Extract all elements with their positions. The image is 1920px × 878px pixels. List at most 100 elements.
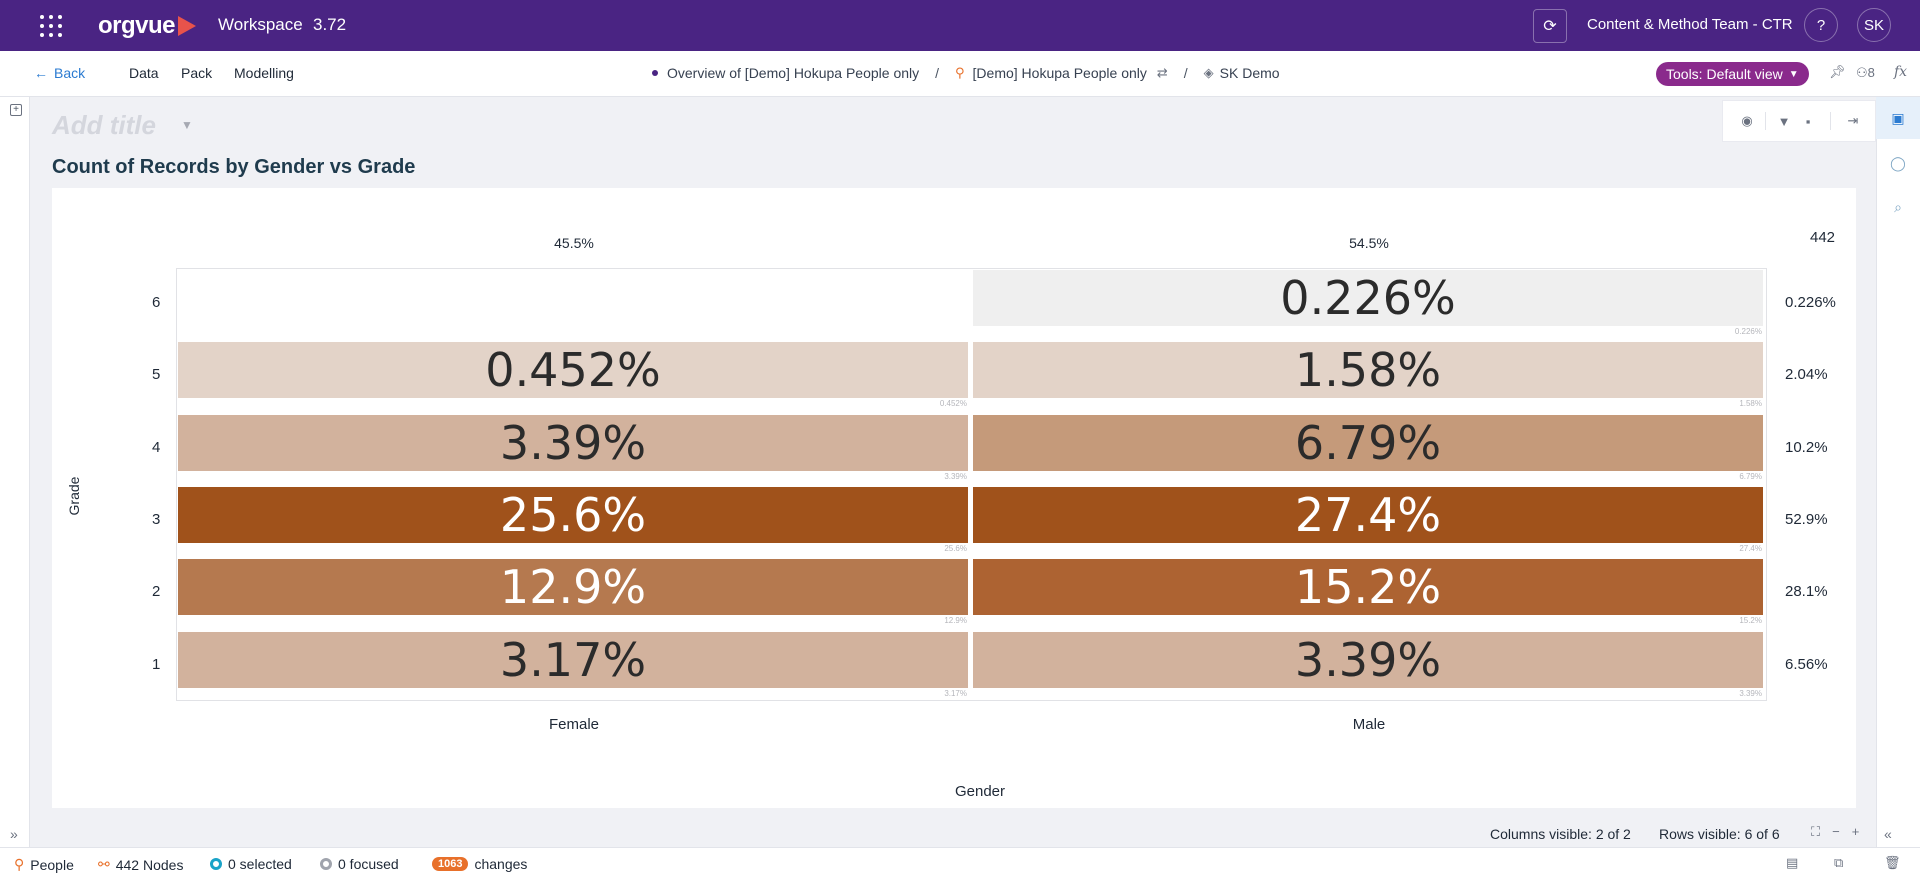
row-total-grade-4: 10.2% — [1785, 438, 1828, 456]
users-icon: ⚇ — [1856, 65, 1868, 80]
app-name: Workspace — [218, 15, 303, 34]
view-dot-icon — [652, 70, 658, 76]
breadcrumb-workspace[interactable]: SK Demo — [1219, 65, 1280, 81]
users-count[interactable]: ⚇8 — [1856, 65, 1875, 81]
new-item-icon[interactable]: ▤ — [1786, 855, 1799, 870]
help-button[interactable]: ? — [1804, 8, 1838, 42]
delete-icon[interactable]: 🗑︎ — [1884, 855, 1901, 870]
export-icon[interactable]: ⇥ — [1847, 113, 1859, 128]
row-total-grade-5: 2.04% — [1785, 366, 1828, 384]
column-total-female: 45.5% — [554, 235, 594, 251]
chevron-down-icon[interactable]: ▼ — [181, 118, 193, 132]
right-rail — [1876, 97, 1920, 847]
team-name[interactable]: Content & Method Team - CTR — [1587, 16, 1793, 33]
heatmap-cell[interactable]: 3.39% — [973, 631, 1763, 688]
row-total-grade-1: 6.56% — [1785, 655, 1828, 673]
focused-ring-icon — [320, 858, 332, 870]
row-total-grade-3: 52.9% — [1785, 510, 1828, 528]
fit-screen-icon[interactable]: ⛶ — [1811, 824, 1821, 839]
selected-ring-icon — [210, 858, 222, 870]
heatmap-cell[interactable]: 1.58% — [973, 342, 1763, 399]
switch-icon[interactable]: ⇄ — [1156, 65, 1168, 80]
heatmap-cell[interactable]: 6.79% — [973, 414, 1763, 471]
left-rail — [0, 97, 30, 847]
back-button[interactable]: ← Back — [34, 65, 85, 81]
cell-value-small: 0.452% — [939, 399, 967, 409]
back-label: Back — [54, 65, 86, 81]
x-axis-label: Gender — [954, 783, 1006, 800]
menu-pack[interactable]: Pack — [181, 65, 213, 81]
add-title-input[interactable]: Add title — [52, 110, 156, 140]
expand-left-icon[interactable]: » — [10, 826, 18, 842]
pin-icon[interactable]: 📌︎ — [1829, 64, 1846, 79]
heatmap-cell[interactable]: 0.226% — [973, 270, 1763, 326]
nodes-icon: ⚯ — [98, 856, 110, 872]
sub-navigation: ← Back Data Pack Modelling Overview of [… — [0, 51, 1920, 97]
row-total-grade-6: 0.226% — [1785, 294, 1836, 311]
breadcrumb: Overview of [Demo] Hokupa People only / … — [652, 65, 1280, 81]
app-version: 3.72 — [313, 15, 347, 34]
heatmap-cell[interactable]: 3.17% — [178, 631, 968, 688]
tools-dropdown[interactable]: Tools: Default view ▼ — [1656, 62, 1809, 86]
filter-icon[interactable]: ▼ — [1777, 113, 1791, 129]
zoom-out-icon[interactable]: − — [1832, 824, 1840, 839]
duplicate-icon[interactable]: ⧉ — [1834, 855, 1844, 870]
zoom-controls: ⛶ − + — [1811, 824, 1859, 840]
users-count-value: 8 — [1867, 65, 1875, 80]
chart-heading: Count of Records by Gender vs Grade — [52, 156, 416, 178]
column-label-female: Female — [548, 716, 600, 733]
tools-label: Tools: Default view — [1666, 66, 1783, 82]
search-icon: ⌕ — [1894, 198, 1902, 215]
menu-modelling[interactable]: Modelling — [234, 65, 294, 81]
cell-value-small: 12.9% — [944, 616, 967, 626]
y-axis-label: Grade — [66, 476, 82, 516]
cell-value-small: 3.39% — [1739, 688, 1762, 698]
cell-value-small: 25.6% — [944, 543, 967, 553]
search-tab[interactable]: ⌕ — [1887, 196, 1909, 218]
selected-item[interactable]: 0 selected — [210, 856, 292, 872]
chart-icon: ▣ — [1891, 109, 1905, 126]
person-icon: ⚲ — [955, 65, 965, 80]
app-launcher-icon[interactable] — [40, 15, 62, 37]
heatmap-cell[interactable]: 15.2% — [973, 559, 1763, 616]
cell-value-small: 0.226% — [1734, 327, 1762, 336]
toolbar-divider — [1830, 112, 1831, 130]
breadcrumb-separator: / — [935, 65, 940, 81]
columns-visible: Columns visible: 2 of 2 — [1490, 826, 1631, 842]
sync-button[interactable]: ⟳ — [1533, 9, 1567, 43]
column-label-male: Male — [1352, 716, 1386, 733]
collapse-right-icon[interactable]: « — [1884, 826, 1892, 842]
cell-value-small: 1.58% — [1739, 399, 1762, 409]
focused-item[interactable]: 0 focused — [320, 856, 399, 872]
chart-panel-tab[interactable]: ▣ — [1876, 97, 1920, 139]
layers-icon: ◈ — [1203, 65, 1214, 80]
heatmap-cell[interactable]: 3.39% — [178, 414, 968, 471]
changes-item[interactable]: 1063 changes — [432, 856, 527, 872]
formula-icon[interactable]: fx — [1894, 64, 1908, 80]
status-bar: ⚲ People ⚯ 442 Nodes 0 selected 0 focuse… — [0, 847, 1920, 878]
heatmap-grid — [176, 268, 1767, 701]
selected-label: 0 selected — [228, 856, 292, 872]
comment-icon[interactable]: ▪ — [1805, 113, 1811, 129]
add-panel-icon[interactable]: + — [10, 104, 22, 116]
heatmap-cell[interactable]: 25.6% — [178, 486, 968, 543]
logo-mark-icon — [178, 16, 197, 36]
people-item[interactable]: ⚲ People — [14, 856, 74, 873]
user-avatar[interactable]: SK — [1857, 8, 1891, 42]
people-label: People — [30, 856, 74, 873]
menu-data[interactable]: Data — [129, 65, 159, 81]
properties-tab[interactable]: ◯ — [1887, 152, 1909, 174]
breadcrumb-view[interactable]: Overview of [Demo] Hokupa People only — [667, 65, 920, 81]
column-total-male: 54.5% — [1349, 235, 1389, 251]
heatmap-cell[interactable]: 27.4% — [973, 486, 1763, 543]
orgvue-logo[interactable]: orgvue — [98, 11, 197, 41]
palette-icon[interactable]: ◉ — [1741, 113, 1753, 128]
heatmap-cell[interactable]: 0.452% — [178, 342, 968, 399]
refresh-icon: ⟳ — [1543, 18, 1557, 35]
breadcrumb-dataset[interactable]: [Demo] Hokupa People only — [972, 65, 1147, 81]
focused-label: 0 focused — [338, 856, 399, 872]
zoom-in-icon[interactable]: + — [1851, 824, 1860, 839]
nodes-item[interactable]: ⚯ 442 Nodes — [98, 856, 183, 873]
heatmap-cell[interactable]: 12.9% — [178, 559, 968, 616]
person-icon: ⚲ — [14, 856, 25, 872]
